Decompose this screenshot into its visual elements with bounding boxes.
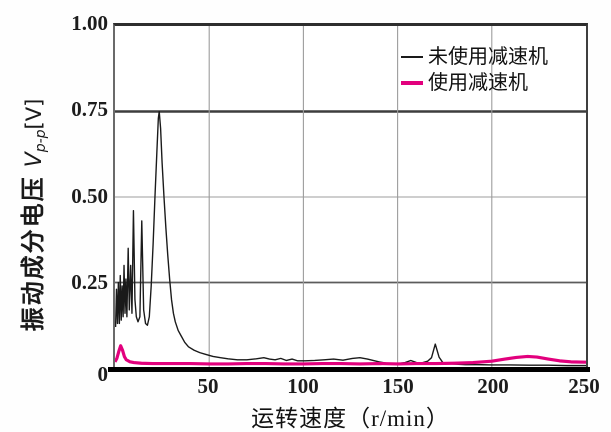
y-axis-unit: [V] (21, 98, 46, 130)
legend-label-no-reducer: 未使用减速机 (428, 46, 548, 68)
y-tick-label: 0.25 (71, 269, 108, 294)
plot-area (113, 23, 588, 368)
y-axis-title: 振动成分电压 Vp-p[V] (13, 99, 49, 332)
y-axis-variable: V (21, 152, 47, 168)
x-tick-label: 50 (197, 374, 219, 398)
x-axis-line (108, 367, 590, 372)
series-line-with-reducer (115, 344, 586, 366)
legend-label-with-reducer: 使用减速机 (428, 72, 528, 94)
legend-item-no-reducer: 未使用减速机 (401, 44, 548, 70)
series-line-no-reducer (115, 110, 586, 367)
y-tick-label: 0.50 (71, 183, 108, 208)
x-axis-title: 运转速度（r/min） (251, 406, 450, 431)
legend-item-with-reducer: 使用减速机 (401, 70, 548, 96)
x-tick-label: 100 (287, 374, 319, 398)
y-axis-title-text: 振动成分电压 (18, 175, 47, 332)
origin-tick-label: 0 (97, 362, 109, 386)
plot-canvas (115, 26, 586, 368)
y-tick-label: 0.75 (71, 97, 108, 122)
magenta-line-swatch (401, 81, 423, 85)
x-tick-label: 200 (477, 374, 509, 398)
x-tick-label: 250 (568, 374, 600, 398)
x-tick-label: 150 (382, 374, 414, 398)
y-tick-label: 1.00 (71, 11, 108, 35)
y-axis-variable-subscript: p-p (33, 129, 50, 153)
black-line-swatch (401, 56, 423, 58)
legend: 未使用减速机 使用减速机 (401, 44, 548, 96)
